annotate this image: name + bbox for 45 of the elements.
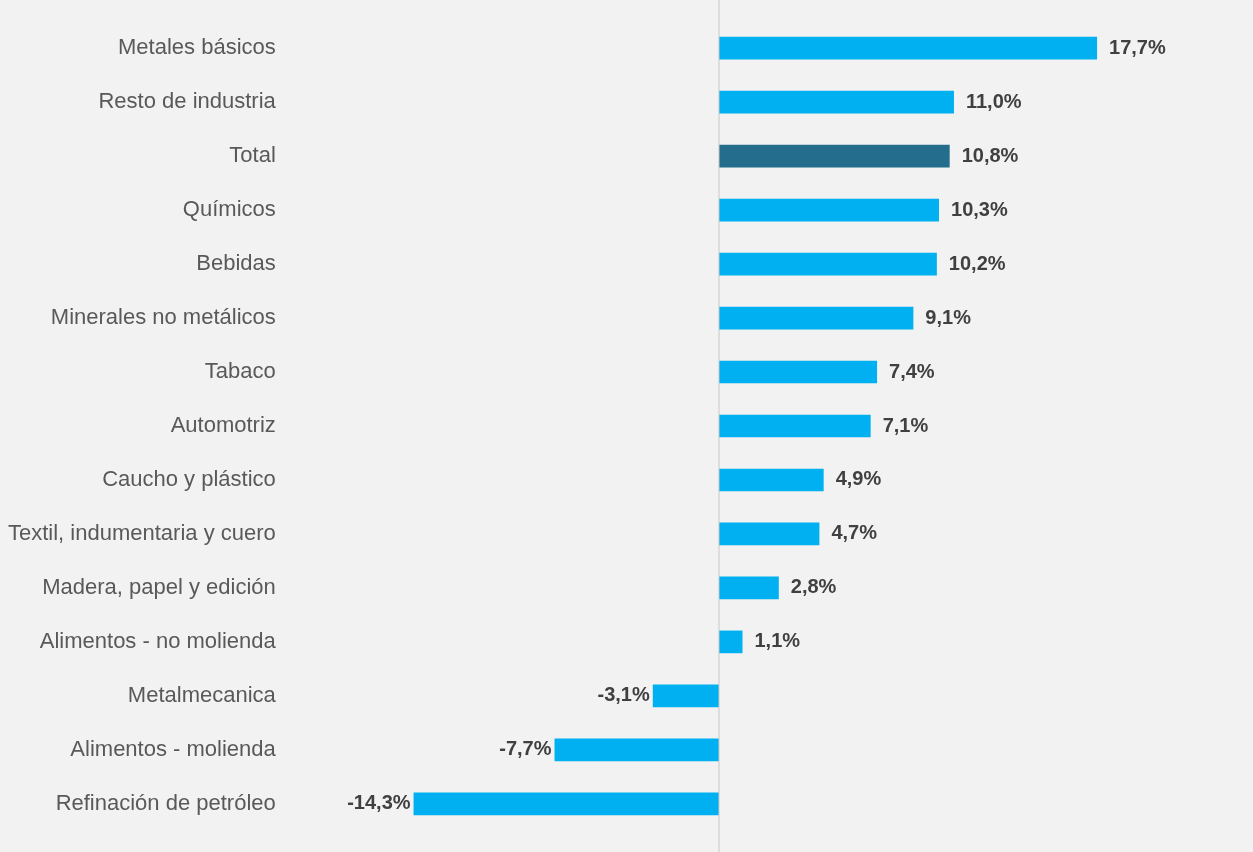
y-tick-label: Tabaco xyxy=(204,358,276,384)
y-tick-label: Resto de industria xyxy=(98,88,277,114)
bar xyxy=(719,36,1098,60)
bar xyxy=(719,522,820,546)
data-label: 4,7% xyxy=(831,521,878,544)
data-label: 4,9% xyxy=(835,467,882,490)
data-label: 17,7% xyxy=(1109,35,1166,58)
y-tick-label: Refinación de petróleo xyxy=(55,789,276,815)
y-tick-label: Químicos xyxy=(182,196,276,222)
data-label: 7,4% xyxy=(889,359,935,382)
bar xyxy=(413,792,719,816)
y-tick-label: Bebidas xyxy=(196,250,276,276)
data-label: 10,3% xyxy=(951,197,1008,220)
bar xyxy=(719,252,937,276)
y-tick-label: Total xyxy=(229,142,276,168)
y-tick-label: Metalmecanica xyxy=(127,681,277,707)
bar xyxy=(719,414,871,438)
bar xyxy=(719,468,824,492)
y-tick-label: Metales básicos xyxy=(118,34,276,60)
data-label: 10,2% xyxy=(948,251,1006,274)
bar xyxy=(719,630,743,654)
bar xyxy=(652,684,719,708)
y-tick-label: Automotriz xyxy=(170,412,276,438)
y-tick-label: Alimentos - molienda xyxy=(70,735,277,761)
bar xyxy=(554,738,719,762)
y-tick-label: Textil, indumentaria y cuero xyxy=(8,520,276,546)
y-tick-label: Caucho y plástico xyxy=(102,466,276,492)
bar xyxy=(719,360,878,384)
data-label: -14,3% xyxy=(347,791,411,814)
data-label: 7,1% xyxy=(882,413,929,436)
data-label: 11,0% xyxy=(965,89,1022,112)
bar xyxy=(719,198,940,222)
data-label: -3,1% xyxy=(597,683,650,706)
y-tick-label: Madera, papel y edición xyxy=(42,573,276,599)
data-label: -7,7% xyxy=(499,737,552,760)
y-tick-label: Minerales no metálicos xyxy=(50,304,276,330)
bar xyxy=(719,144,950,168)
bar xyxy=(719,576,779,600)
data-label: 1,1% xyxy=(754,629,801,652)
y-tick-label: Alimentos - no molienda xyxy=(39,627,277,653)
bar xyxy=(719,306,914,330)
data-label: 2,8% xyxy=(790,575,837,598)
bar xyxy=(719,90,954,114)
data-label: 9,1% xyxy=(925,305,972,328)
data-label: 10,8% xyxy=(961,143,1019,166)
